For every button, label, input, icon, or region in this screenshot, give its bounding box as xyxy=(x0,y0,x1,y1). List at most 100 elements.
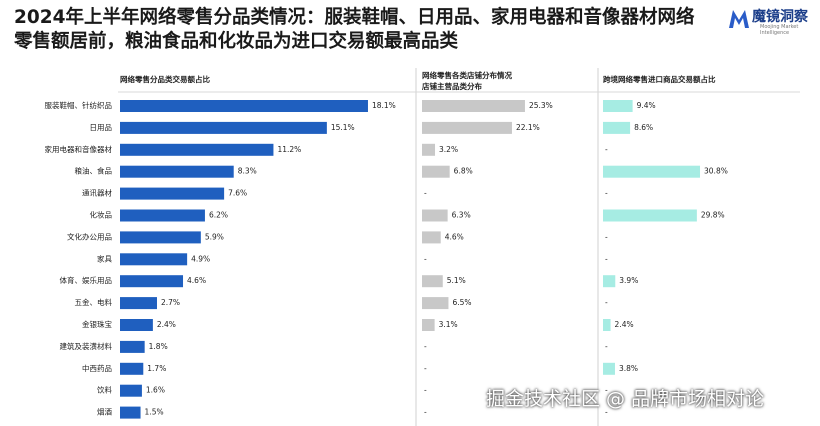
value-label: - xyxy=(605,408,608,417)
category-label: 化妆品 xyxy=(90,210,113,220)
bar xyxy=(422,209,448,222)
bar xyxy=(603,121,631,134)
bar xyxy=(120,253,188,266)
value-label: - xyxy=(605,232,608,241)
watermark: 掘金技术社区 @ 品牌市场相对论 xyxy=(486,388,765,410)
value-label: 11.2% xyxy=(277,145,301,154)
value-label: 25.3% xyxy=(529,101,553,110)
value-label: - xyxy=(424,189,427,198)
bar xyxy=(120,100,368,112)
bar xyxy=(422,275,443,288)
bar xyxy=(422,319,435,331)
category-label: 家用电器和音像器材 xyxy=(45,144,113,154)
value-label: 2.4% xyxy=(615,320,634,329)
value-label: 7.6% xyxy=(228,189,247,198)
logo: 魔镜洞察 xyxy=(752,9,808,25)
panel-title: 网络零售各类店铺分布情况 xyxy=(422,70,512,80)
value-label: 5.9% xyxy=(205,232,224,241)
logo-subtitle: Moojing Market Intelligence xyxy=(760,24,799,36)
value-label: 3.9% xyxy=(619,276,638,285)
value-label: 1.7% xyxy=(147,364,166,373)
value-label: - xyxy=(424,386,427,395)
value-label: 6.8% xyxy=(454,167,473,176)
value-label: - xyxy=(424,408,427,417)
value-label: 29.8% xyxy=(701,211,725,220)
value-label: 15.1% xyxy=(331,123,355,132)
value-label: - xyxy=(605,342,608,351)
bar xyxy=(603,209,697,222)
category-label: 金银珠宝 xyxy=(82,319,112,329)
panel-subtitle: 店铺主营品类分布 xyxy=(422,81,482,91)
bar xyxy=(120,406,141,419)
value-label: - xyxy=(605,298,608,307)
category-label: 粮油、食品 xyxy=(75,166,113,176)
value-label: 8.6% xyxy=(634,123,653,132)
bar xyxy=(120,187,225,200)
bar xyxy=(120,384,142,397)
bar xyxy=(120,275,184,288)
value-label: 6.5% xyxy=(452,298,471,307)
category-label: 日用品 xyxy=(90,123,113,132)
value-label: - xyxy=(605,189,608,198)
bar xyxy=(422,121,512,134)
value-label: - xyxy=(605,386,608,395)
value-label: 3.2% xyxy=(439,145,458,154)
bar xyxy=(120,319,153,331)
bar xyxy=(422,165,450,178)
bar xyxy=(120,121,327,134)
value-label: 1.5% xyxy=(145,408,164,417)
value-label: 5.1% xyxy=(447,276,466,285)
bar xyxy=(120,297,157,310)
category-label: 中西药品 xyxy=(82,363,112,373)
bar xyxy=(603,319,611,331)
bar xyxy=(120,209,205,222)
value-label: 3.8% xyxy=(619,364,638,373)
value-label: 6.2% xyxy=(209,211,228,220)
bar xyxy=(422,231,441,244)
bar xyxy=(603,275,616,288)
value-label: - xyxy=(424,364,427,373)
value-label: 4.6% xyxy=(187,276,206,285)
value-label: 4.9% xyxy=(191,254,210,263)
category-label: 建筑及装潢材料 xyxy=(60,341,113,351)
value-label: - xyxy=(424,342,427,351)
bar xyxy=(120,362,144,375)
category-label: 文化办公用品 xyxy=(67,231,112,241)
value-label: 4.6% xyxy=(445,232,464,241)
category-label: 通讯器材 xyxy=(82,188,112,198)
value-label: 18.1% xyxy=(372,101,396,110)
category-label: 服装鞋帽、针纺织品 xyxy=(45,100,113,110)
bar xyxy=(603,165,701,178)
value-label: 8.3% xyxy=(238,167,257,176)
bar xyxy=(120,143,274,156)
bar xyxy=(422,143,436,156)
bar xyxy=(422,297,449,310)
panel-title: 跨境网络零售进口商品交易额占比 xyxy=(603,74,716,84)
value-label: 2.7% xyxy=(161,298,180,307)
bar xyxy=(603,362,615,375)
value-label: 1.6% xyxy=(146,386,165,395)
category-label: 五金、电料 xyxy=(75,297,113,307)
value-label: 3.1% xyxy=(439,320,458,329)
value-label: 30.8% xyxy=(704,167,728,176)
bar xyxy=(422,100,525,112)
value-label: 1.8% xyxy=(149,342,168,351)
category-label: 体育、娱乐用品 xyxy=(60,275,113,285)
category-label: 家具 xyxy=(97,253,112,263)
value-label: 22.1% xyxy=(516,123,540,132)
value-label: - xyxy=(605,254,608,263)
bar xyxy=(603,100,633,112)
value-label: 9.4% xyxy=(637,101,656,110)
panel-title: 网络零售分品类交易额占比 xyxy=(120,74,210,84)
category-label: 饮料 xyxy=(97,385,112,395)
bar xyxy=(120,165,234,178)
value-label: - xyxy=(605,145,608,154)
page-title: 2024年上半年网络零售分品类情况：服装鞋帽、日用品、家用电器和音像器材网络零售… xyxy=(14,7,695,52)
category-label: 烟酒 xyxy=(97,408,112,417)
bar xyxy=(120,231,201,244)
value-label: - xyxy=(424,254,427,263)
bar xyxy=(120,340,145,353)
value-label: 6.3% xyxy=(452,211,471,220)
